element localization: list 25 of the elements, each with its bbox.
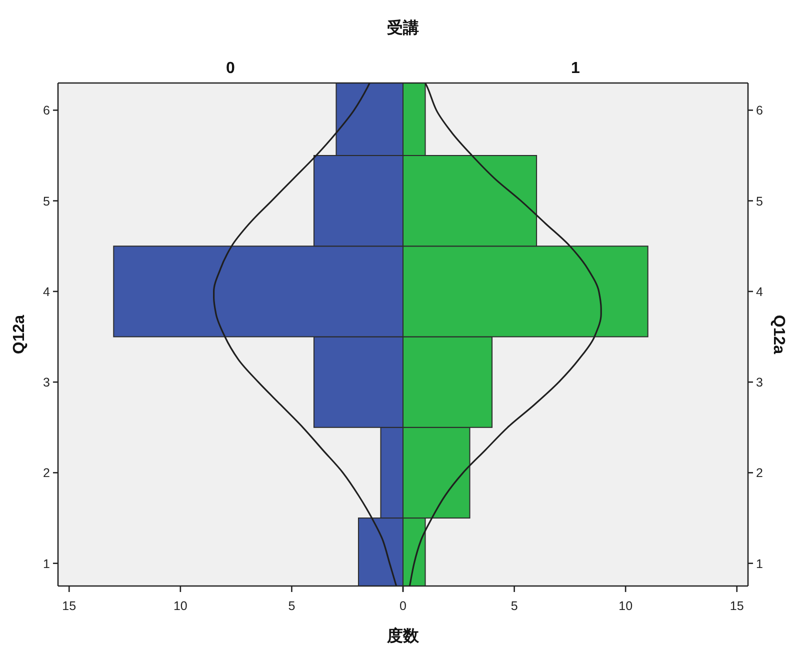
y-tick-label: 5 <box>756 194 763 208</box>
y-tick-label: 1 <box>43 556 50 571</box>
y-tick-label: 1 <box>756 556 763 571</box>
y-axis-title: Q12a <box>11 314 28 354</box>
x-axis-title: 度数 <box>386 626 420 645</box>
y-tick-label: 5 <box>43 194 50 208</box>
y-tick-label: 3 <box>43 376 50 390</box>
y-tick-label: 4 <box>43 284 50 299</box>
x-tick-label: 5 <box>510 599 518 613</box>
x-tick-label: 0 <box>400 599 407 613</box>
chart-title: 受講 <box>386 19 419 37</box>
y-tick-label: 3 <box>756 376 763 390</box>
chart-subtitle: 1 <box>571 60 580 77</box>
x-tick-label: 5 <box>288 599 296 613</box>
y-tick-label: 6 <box>756 104 763 118</box>
y-tick-label: 2 <box>43 466 50 480</box>
x-tick-label: 10 <box>618 599 633 613</box>
chart-subtitle: 0 <box>226 60 236 77</box>
x-tick-label: 15 <box>730 599 744 613</box>
y-tick-label: 4 <box>756 284 763 299</box>
y-tick-label: 2 <box>756 466 763 480</box>
y-tick-label: 6 <box>43 104 50 118</box>
x-tick-label: 15 <box>62 599 76 613</box>
x-tick-label: 10 <box>173 599 188 613</box>
y-axis-title: Q12a <box>770 314 787 354</box>
